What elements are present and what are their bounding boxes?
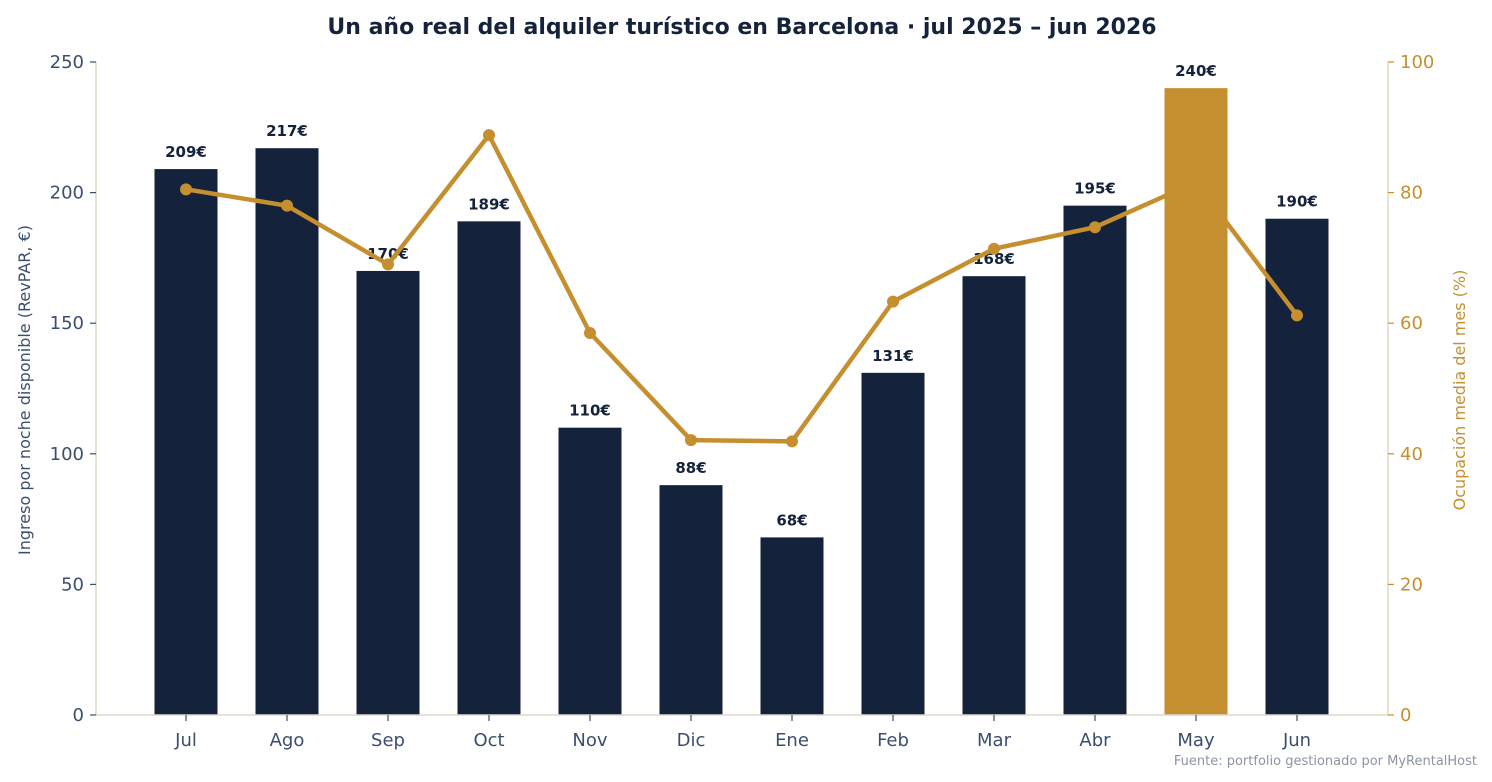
x-tick-label-dic: Dic (677, 730, 706, 751)
bar-sep (356, 270, 420, 715)
occupancy-point-nov (584, 326, 596, 339)
bar-data-labels: 209€217€170€189€110€88€68€131€168€195€24… (165, 62, 1318, 529)
x-tick-label-feb: Feb (877, 730, 909, 751)
bar-label-abr: 195€ (1074, 180, 1116, 198)
bar-label-ene: 68€ (776, 511, 807, 529)
bar-ene (760, 537, 824, 715)
occupancy-point-abr (1089, 221, 1101, 234)
bar-mar (962, 276, 1026, 715)
x-tick-label-sep: Sep (371, 730, 405, 751)
left-tick-label: 0 (73, 705, 84, 726)
occupancy-point-feb (887, 295, 899, 308)
x-tick-label-ene: Ene (775, 730, 809, 751)
chart-title: Un año real del alquiler turístico en Ba… (327, 15, 1156, 40)
occupancy-point-sep (382, 258, 394, 271)
x-axis-ticks: Jul Ago Sep Oct Nov Dic Ene Feb Mar Abr May Jun (174, 715, 1311, 751)
x-tick-label-oct: Oct (473, 730, 504, 751)
bar-dic (659, 485, 723, 715)
bar-ago (255, 148, 319, 716)
bar-series (154, 88, 1329, 716)
occupancy-point-jul (180, 183, 192, 196)
x-tick-label-jul: Jul (174, 730, 197, 751)
x-tick-label-jun: Jun (1282, 730, 1311, 751)
right-tick-label: 100 (1400, 52, 1434, 73)
x-tick-label-mar: Mar (977, 730, 1012, 751)
source-note: Fuente: portfolio gestionado por MyRenta… (1174, 754, 1477, 769)
occupancy-point-ago (281, 199, 293, 212)
bar-label-nov: 110€ (569, 402, 611, 420)
bar-jun (1265, 218, 1329, 715)
bar-label-may: 240€ (1175, 62, 1217, 80)
left-axis-label: Ingreso por noche disponible (RevPAR, €) (15, 225, 34, 555)
bar-abr (1063, 205, 1127, 715)
occupancy-point-oct (483, 129, 495, 142)
right-tick-label: 60 (1400, 313, 1423, 334)
occupancy-line (183, 132, 1300, 444)
occupancy-line-series (180, 129, 1303, 448)
left-tick-label: 200 (50, 183, 84, 204)
bar-nov (558, 427, 622, 715)
occupancy-point-dic (685, 434, 697, 447)
occupancy-point-mar (988, 242, 1000, 255)
right-tick-label: 0 (1400, 705, 1411, 726)
x-tick-label-ago: Ago (270, 730, 305, 751)
x-tick-label-abr: Abr (1079, 730, 1111, 751)
bar-jul (154, 169, 218, 716)
right-tick-label: 20 (1400, 574, 1423, 595)
occupancy-point-ene (786, 435, 798, 448)
right-tick-label: 80 (1400, 183, 1423, 204)
bar-label-oct: 189€ (468, 195, 510, 213)
bar-label-jul: 209€ (165, 143, 207, 161)
axes (95, 62, 1389, 716)
left-tick-label: 50 (61, 574, 84, 595)
left-axis-ticks: 0 50 100 150 200 250 (50, 52, 96, 726)
bar-label-feb: 131€ (872, 347, 914, 365)
right-axis-ticks: 0 20 40 60 80 100 (1388, 52, 1434, 726)
bar-label-dic: 88€ (675, 459, 706, 477)
occupancy-point-jun (1291, 309, 1303, 322)
bar-label-ago: 217€ (266, 122, 308, 140)
bar-oct (457, 221, 521, 715)
left-tick-label: 100 (50, 444, 84, 465)
bar-label-jun: 190€ (1276, 193, 1318, 211)
occupancy-point-may (1190, 176, 1202, 189)
left-tick-label: 150 (50, 313, 84, 334)
right-tick-label: 40 (1400, 444, 1423, 465)
left-tick-label: 250 (50, 52, 84, 73)
x-tick-label-nov: Nov (572, 730, 607, 751)
x-tick-label-may: May (1177, 730, 1215, 751)
right-axis-label: Ocupación media del mes (%) (1450, 270, 1469, 511)
bar-feb (861, 372, 925, 715)
